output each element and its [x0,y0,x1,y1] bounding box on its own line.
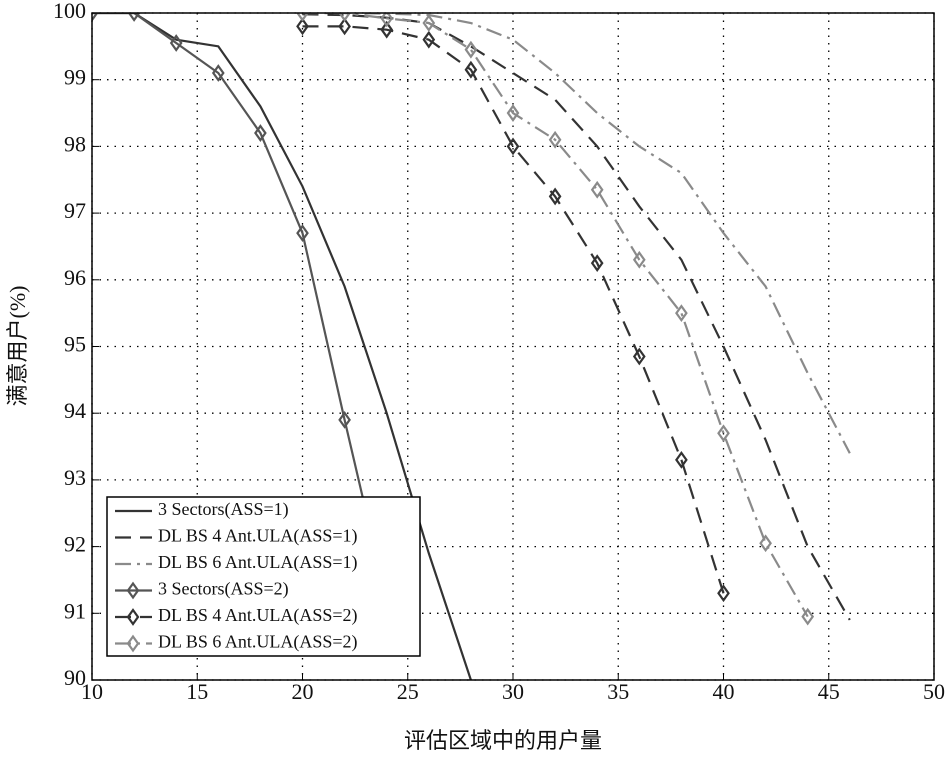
marker [169,34,183,52]
marker [338,17,351,36]
marker [126,634,140,653]
x-axis-label: 评估区域中的用户量 [404,728,602,753]
legend-label: DL BS 6 Ant.ULA(ASS=2) [158,632,358,653]
series-line [302,13,851,621]
marker [548,187,562,206]
y-tick-label: 92 [64,532,86,557]
y-tick-label: 99 [64,65,86,90]
marker [296,17,309,36]
y-tick-label: 98 [64,131,86,156]
marker [338,13,351,22]
legend-label: 3 Sectors(ASS=1) [158,499,289,520]
x-tick-label: 30 [502,679,524,704]
y-tick-label: 95 [64,332,86,357]
y-tick-label: 90 [64,665,86,690]
legend: 3 Sectors(ASS=1) DL BS 4 Ant.ULA(ASS=1) DL… [106,496,421,657]
x-tick-label: 10 [81,679,103,704]
marker [464,60,478,79]
marker [548,130,562,149]
marker [296,13,309,22]
marker [675,304,688,323]
legend-label: DL BS 4 Ant.ULA(ASS=2) [158,605,358,626]
marker [632,347,646,366]
plot-frame [91,12,935,681]
marker [338,410,351,429]
series-line [302,13,809,618]
legend-box [106,496,421,657]
x-tick-label: 35 [607,679,629,704]
marker [127,13,141,22]
grid [91,12,935,681]
marker [211,64,225,82]
marker [506,137,520,156]
marker [126,581,140,600]
marker [675,450,688,469]
series-line [302,13,851,454]
marker [590,254,604,273]
marker [126,608,140,626]
marker [296,224,309,243]
marker [464,40,478,59]
marker [506,104,520,122]
x-tick-label: 50 [923,679,945,704]
marker [254,124,267,142]
marker [801,607,815,626]
marker [717,424,730,443]
marker [717,584,730,603]
y-tick-label: 100 [53,0,86,23]
series-line [302,25,725,594]
marker [759,534,772,553]
legend-label: DL BS 6 Ant.ULA(ASS=1) [158,552,358,573]
x-tick-label: 45 [818,679,840,704]
y-tick-label: 93 [64,465,86,490]
y-tick-label: 91 [64,598,86,623]
y-tick-label: 94 [64,398,86,423]
marker [632,250,646,269]
series-line [92,13,472,680]
legend-label: DL BS 4 Ant.ULA(ASS=1) [158,526,358,547]
x-tick-label: 40 [713,679,735,704]
marker [380,13,394,28]
x-tick-label: 20 [292,679,314,704]
marker [422,14,436,32]
marker [422,30,436,49]
x-tick-label: 25 [397,679,419,704]
y-tick-label: 96 [64,265,86,290]
plot-area [92,13,851,680]
marker [590,180,604,199]
x-tick-label: 15 [186,679,208,704]
y-axis-label: 满意用户(%) [5,286,30,407]
marker [380,20,394,39]
y-tick-label: 97 [64,198,86,223]
legend-label: 3 Sectors(ASS=2) [158,579,289,600]
series-line [92,13,388,601]
